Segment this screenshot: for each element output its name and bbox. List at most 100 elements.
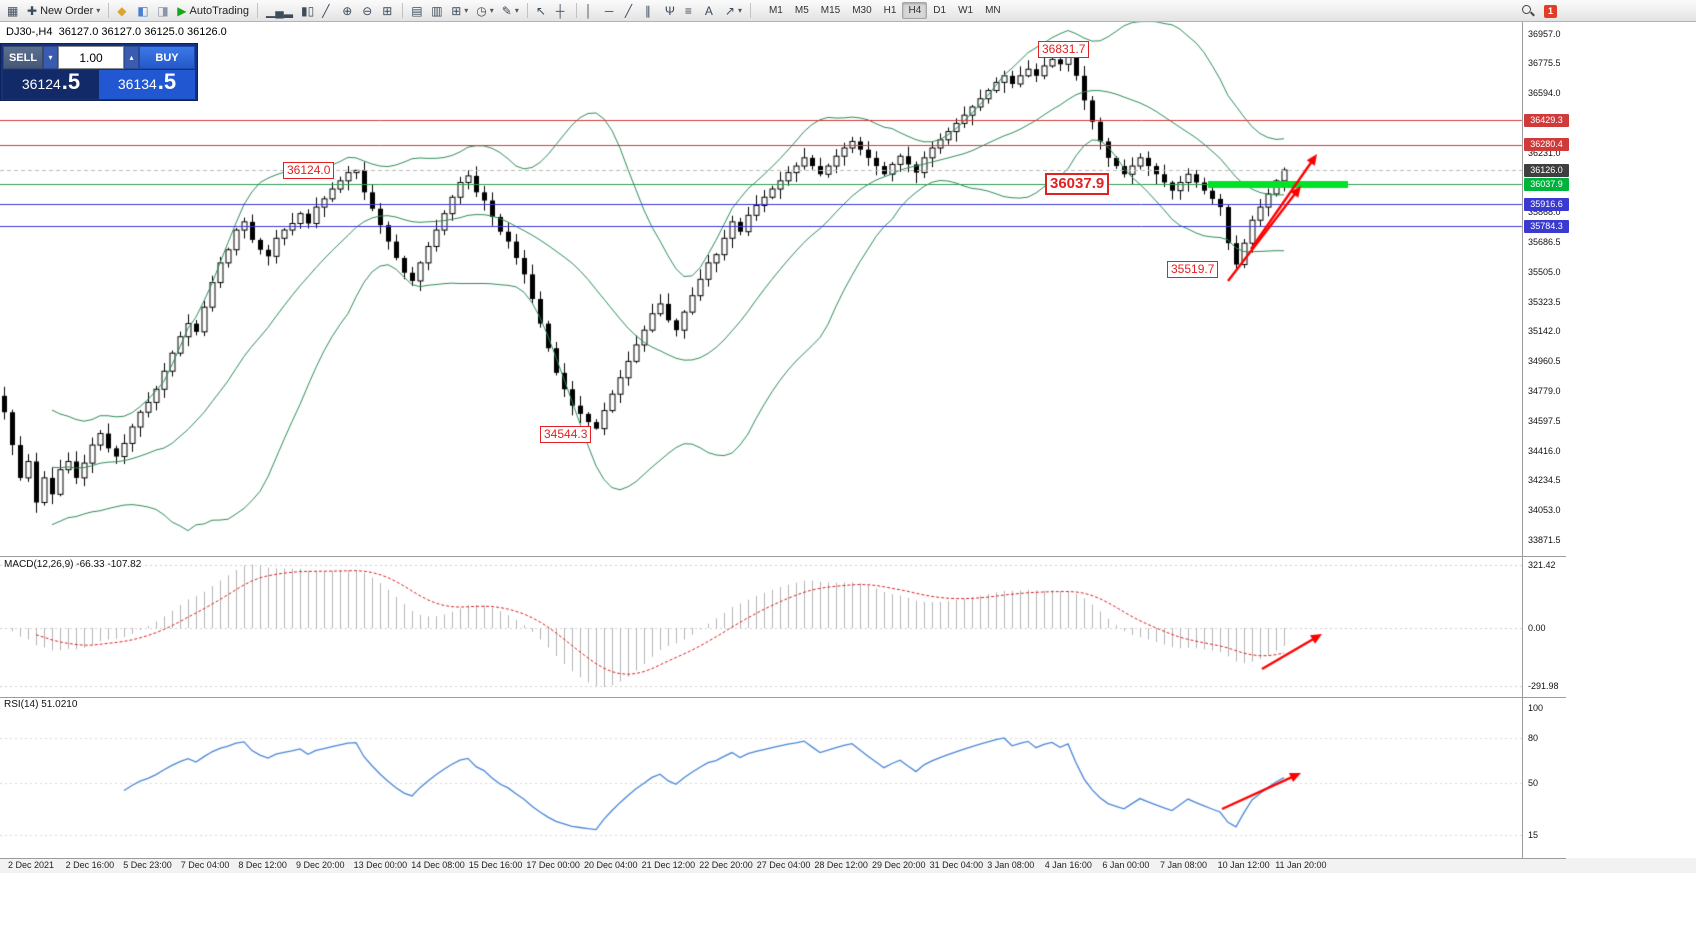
fibonacci-icon: ≡ [684,3,692,18]
time-axis-label: 5 Dec 23:00 [123,860,172,870]
timeframe-m1[interactable]: M1 [763,2,789,19]
timeframe-h4[interactable]: H4 [902,2,928,19]
rsi-scale-label: 100 [1528,702,1544,713]
line-chart-button[interactable]: ╱ [318,2,338,20]
volume-decrease-button[interactable]: ▾ [43,46,58,69]
new-window-icon: ⊞ [451,3,462,18]
rsi-indicator-label: RSI(14) 51.0210 [4,699,77,710]
timeframe-m15[interactable]: M15 [815,2,846,19]
rsi-scale-label: 80 [1528,732,1539,743]
vertical-line-button[interactable]: │ [581,2,601,20]
bar-chart-button[interactable]: ▁▄▂ [262,2,297,20]
rsi-panel-separator[interactable] [0,697,1566,698]
toolbar: ▦ ✚ New Order ▾ ◆ ◧ ◨ ▶ AutoTrading ▁▄▂ ▮▯ ╱ ⊕ ⊖ ⊞ ▤ ▥ ⊞ ▾… [0,0,1696,22]
rsi-value: 51.0210 [41,699,78,710]
metaeditor-button[interactable]: ◆ [113,2,133,20]
time-axis-label: 2 Dec 16:00 [65,860,115,870]
time-axis[interactable]: 2 Dec 2021 2 Dec 16:00 5 Dec 23:00 7 Dec 04… [0,858,1696,873]
toolbar-separator [257,3,259,18]
horizontal-line-button[interactable]: ─ [601,2,621,20]
andrews-pitchfork-icon: Ψ [664,3,675,18]
candlestick-chart-button[interactable]: ▮▯ [297,2,318,20]
horizontal-line-icon: ─ [604,3,614,18]
sell-button[interactable]: SELL [3,46,43,69]
new-chart-icon: ▦ [7,3,19,18]
one-click-prices: 36124 .5 36134 .5 [3,70,195,99]
profiles-button[interactable]: ◷ ▾ [472,2,498,20]
search-button[interactable] [1518,2,1538,20]
timeframe-w1[interactable]: W1 [952,2,979,19]
tile-windows-button[interactable]: ⊞ [378,2,398,20]
buy-button[interactable]: BUY [139,46,195,69]
volume-increase-button[interactable]: ▴ [124,46,139,69]
toolbar-right-group: 1 [1518,2,1557,20]
chevron-down-icon: ▾ [737,6,742,15]
time-axis-label: 20 Dec 04:00 [584,860,638,870]
arrange-windows-button[interactable]: ▤ [407,2,427,20]
time-axis-label: 14 Dec 08:00 [411,860,465,870]
toolbar-separator [526,3,528,18]
timeframe-h1[interactable]: H1 [878,2,903,19]
templates-button[interactable]: ✎ ▾ [498,2,523,20]
price-axis-border [1522,22,1523,858]
sell-price-base: 36124 [21,76,61,92]
time-axis-label: 22 Dec 20:00 [699,860,753,870]
timeframe-m5[interactable]: M5 [789,2,815,19]
arrows-tool-button[interactable]: ↗ ▾ [721,2,746,20]
toolbar-separator [108,3,110,18]
market-watch-icon: ◧ [137,3,149,18]
price-axis-label: 35686.5 [1528,237,1561,248]
crosshair-button[interactable]: ┼ [552,2,572,20]
new-order-icon: ✚ [27,3,38,18]
cursor-button[interactable]: ↖ [532,2,552,20]
macd-scale-label: 321.42 [1528,559,1556,570]
one-click-trading-panel: SELL ▾ ▴ BUY 36124 .5 36134 .5 [0,43,198,101]
crosshair-icon: ┼ [555,3,565,18]
autotrading-button[interactable]: ▶ AutoTrading [173,2,253,20]
profiles-icon: ◷ [476,3,487,18]
new-order-button[interactable]: ✚ New Order ▾ [23,2,104,20]
price-axis-label: 36775.5 [1528,58,1561,69]
notification-badge[interactable]: 1 [1544,4,1557,18]
buy-price[interactable]: 36134 .5 [99,70,195,99]
market-watch-button[interactable]: ◧ [133,2,153,20]
text-button[interactable]: A [701,2,721,20]
time-axis-label: 15 Dec 16:00 [468,860,523,870]
equidistant-channel-button[interactable]: ∥ [641,2,661,20]
price-axis-label: 34960.5 [1528,356,1561,367]
macd-scale-label: -291.98 [1528,680,1559,691]
new-window-button[interactable]: ⊞ ▾ [447,2,472,20]
price-axis-label: 35868.0 [1528,207,1561,218]
timeframe-mn[interactable]: MN [979,2,1007,19]
navigator-icon: ◨ [157,3,169,18]
timeframe-m30[interactable]: M30 [846,2,877,19]
candlestick-chart-icon: ▮▯ [301,3,315,18]
fibonacci-button[interactable]: ≡ [681,2,701,20]
price-axis[interactable]: 36957.036775.536594.036412.536231.036049… [1523,0,1696,942]
sell-price[interactable]: 36124 .5 [3,70,99,99]
timeframe-d1[interactable]: D1 [927,2,952,19]
navigator-button[interactable]: ◨ [153,2,173,20]
macd-indicator-label: MACD(12,26,9) -66.33 -107.82 [4,559,141,570]
macd-panel-separator[interactable] [0,556,1566,557]
cascade-windows-button[interactable]: ▥ [427,2,447,20]
price-axis-label: 36957.0 [1528,28,1561,39]
price-axis-label: 34779.0 [1528,386,1561,397]
andrews-pitchfork-button[interactable]: Ψ [661,2,681,20]
price-badge: 36126.0 [1524,163,1569,177]
zoom-out-button[interactable]: ⊖ [358,2,378,20]
volume-input[interactable] [58,46,124,69]
tile-windows-icon: ⊞ [382,3,393,18]
rsi-name: RSI(14) [4,699,39,710]
price-badge: 35784.3 [1524,219,1569,233]
rsi-scale-label: 50 [1528,777,1539,788]
chevron-down-icon: ▾ [96,6,101,15]
price-axis-label: 35505.0 [1528,266,1561,277]
line-chart-icon: ╱ [322,3,330,18]
zoom-in-button[interactable]: ⊕ [338,2,358,20]
toolbar-button-group: ▦ ✚ New Order ▾ ◆ ◧ ◨ ▶ AutoTrading ▁▄▂ ▮▯ ╱ ⊕ ⊖ ⊞ ▤ ▥ ⊞ ▾… [3,2,755,20]
trendline-button[interactable]: ╱ [621,2,641,20]
time-axis-label: 6 Jan 00:00 [1102,860,1150,870]
new-chart-button[interactable]: ▦ [3,2,23,20]
